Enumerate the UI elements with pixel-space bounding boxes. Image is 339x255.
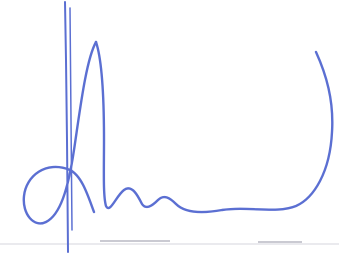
signature-image: [0, 0, 339, 255]
page: (() => { const data = JSON.parse(documen…: [0, 0, 339, 255]
background: [0, 0, 339, 255]
